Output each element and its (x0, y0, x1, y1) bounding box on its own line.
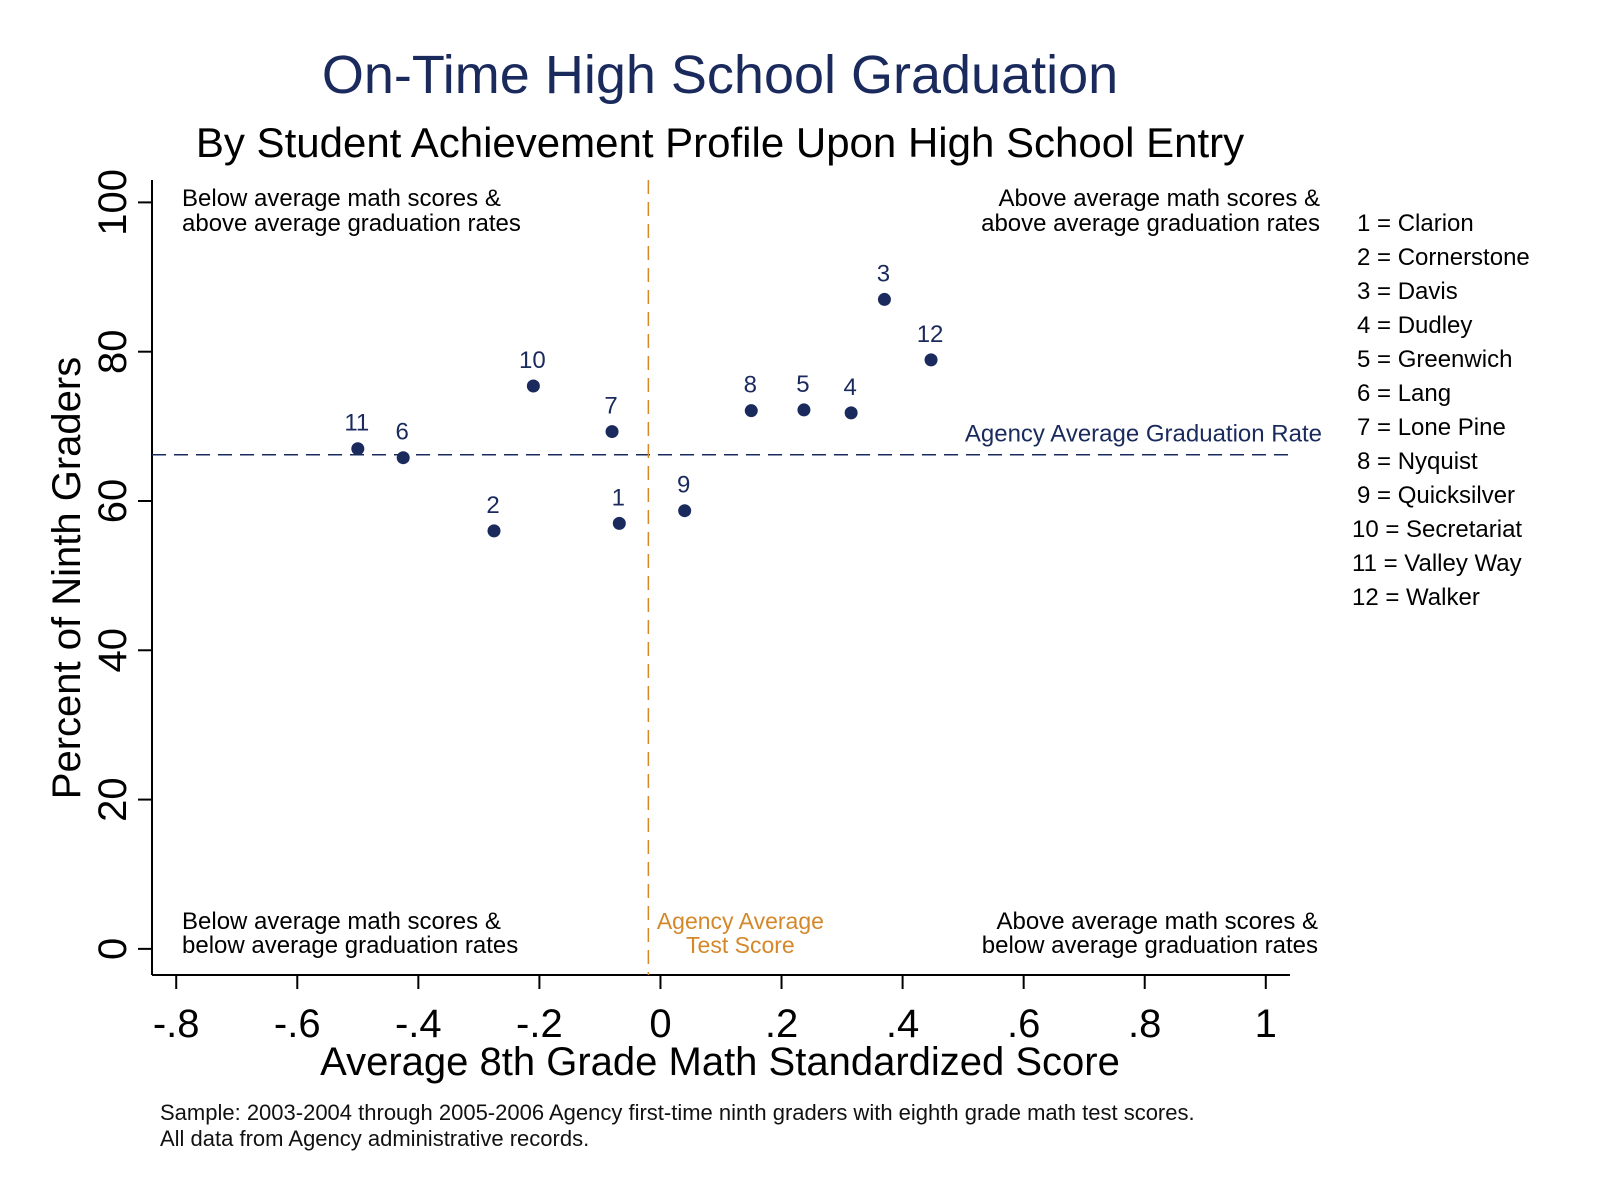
data-label-8: 8 (744, 372, 757, 399)
average-graduation-rate-label: Agency Average Graduation Rate (965, 421, 1322, 448)
legend-entry: 10 = Secretariat (1352, 516, 1522, 543)
chart-title: On-Time High School Graduation (322, 45, 1118, 105)
data-label-1: 1 (612, 484, 625, 511)
average-test-score-label: Test Score (686, 932, 795, 958)
quadrant-label-top-right: Above average math scores & (998, 185, 1320, 212)
quadrant-label-top-left: above average graduation rates (182, 210, 521, 237)
legend-entry: 3 = Davis (1357, 278, 1458, 305)
y-tick-label: 80 (91, 329, 135, 374)
data-label-12: 12 (917, 321, 944, 348)
x-tick-label: .8 (1128, 1002, 1161, 1046)
footnote-sample: Sample: 2003-2004 through 2005-2006 Agen… (160, 1100, 1195, 1125)
data-point-2 (487, 524, 501, 538)
y-tick-label: 100 (91, 169, 135, 236)
data-point-11 (351, 442, 365, 456)
x-tick-label: .6 (1007, 1002, 1040, 1046)
legend-entry: 7 = Lone Pine (1357, 414, 1506, 441)
quadrant-label-top-left: Below average math scores & (182, 185, 501, 212)
y-axis-label: Percent of Ninth Graders (45, 357, 89, 799)
x-tick-label: 1 (1255, 1002, 1277, 1046)
data-point-8 (744, 404, 758, 418)
data-point-6 (396, 451, 410, 465)
data-label-11: 11 (344, 410, 369, 437)
legend-entry: 11 = Valley Way (1352, 550, 1522, 577)
quadrant-label-bottom-right: below average graduation rates (982, 932, 1318, 959)
data-point-9 (678, 504, 692, 518)
data-label-6: 6 (396, 419, 409, 446)
x-tick-label: .4 (886, 1002, 919, 1046)
data-label-7: 7 (604, 393, 617, 420)
quadrant-label-bottom-left: below average graduation rates (182, 932, 518, 959)
x-tick-label: -.4 (395, 1002, 442, 1046)
y-tick-label: 20 (91, 777, 135, 822)
data-point-10 (526, 379, 540, 393)
legend-entry: 2 = Cornerstone (1357, 244, 1530, 271)
x-tick-label: -.6 (274, 1002, 321, 1046)
y-tick-label: 40 (91, 628, 135, 673)
x-tick-label: -.8 (153, 1002, 200, 1046)
legend-entry: 6 = Lang (1357, 380, 1451, 407)
footnote-source: All data from Agency administrative reco… (160, 1126, 590, 1151)
data-point-1 (612, 516, 626, 530)
data-point-5 (797, 403, 811, 417)
y-tick-label: 60 (91, 479, 135, 524)
data-label-4: 4 (843, 374, 856, 401)
data-label-2: 2 (486, 492, 499, 519)
plot-area: -.8 -.6 -.4 -.2 0.2.4.6.8 1020406080100Agency… (91, 169, 1530, 1046)
legend-entry: 4 = Dudley (1357, 312, 1472, 339)
legend-entry: 1 = Clarion (1357, 210, 1474, 237)
x-axis-label: Average 8th Grade Math Standardized Scor… (320, 1040, 1120, 1084)
quadrant-label-bottom-left: Below average math scores & (182, 908, 501, 935)
data-point-3 (877, 292, 891, 306)
x-tick-label: 0 (649, 1002, 671, 1046)
data-point-4 (844, 406, 858, 420)
data-point-7 (605, 425, 619, 439)
x-tick-label: .2 (765, 1002, 798, 1046)
footnotes: Sample: 2003-2004 through 2005-2006 Agen… (160, 1100, 1195, 1152)
legend-entry: 9 = Quicksilver (1357, 482, 1515, 509)
y-tick-label: 0 (91, 938, 135, 960)
legend-entry: 8 = Nyquist (1357, 448, 1478, 475)
data-label-9: 9 (677, 472, 690, 499)
legend-entry: 12 = Walker (1352, 584, 1480, 611)
data-label-10: 10 (519, 347, 546, 374)
average-test-score-label: Agency Average (657, 908, 824, 934)
data-label-5: 5 (796, 371, 809, 398)
quadrant-label-top-right: above average graduation rates (981, 210, 1320, 237)
quadrant-label-bottom-right: Above average math scores & (996, 908, 1318, 935)
data-point-12 (924, 353, 938, 367)
legend-entry: 5 = Greenwich (1357, 346, 1512, 373)
x-tick-label: -.2 (516, 1002, 563, 1046)
data-label-3: 3 (877, 260, 890, 287)
chart-subtitle: By Student Achievement Profile Upon High… (196, 119, 1244, 166)
